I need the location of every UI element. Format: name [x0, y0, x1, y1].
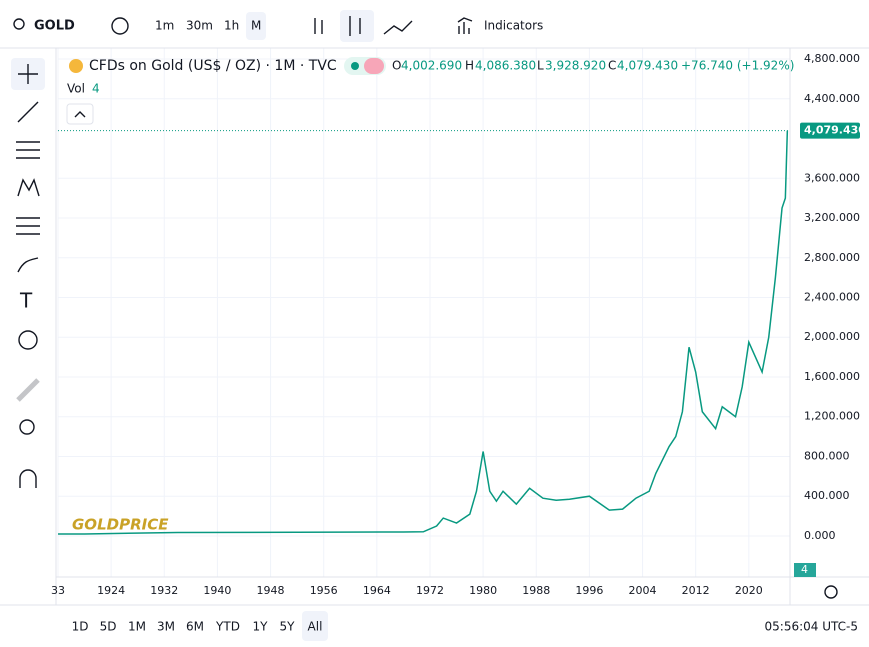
text-tool[interactable]: T	[19, 289, 33, 313]
x-tick-label: 1980	[469, 584, 497, 597]
x-tick-label: 1932	[150, 584, 178, 597]
y-tick-label: 400.000	[804, 489, 850, 502]
y-tick-label: 2,000.000	[804, 330, 860, 343]
compare-button[interactable]	[111, 17, 129, 35]
x-tick-label: 1972	[416, 584, 444, 597]
range-button[interactable]: 3M	[157, 620, 175, 634]
y-tick-label: 2,800.000	[804, 251, 860, 264]
watermark: GOLDPRICE	[72, 516, 169, 534]
brush-tool[interactable]	[17, 257, 39, 273]
last-price-label: 4,079.430	[804, 124, 866, 137]
range-button[interactable]: 5Y	[280, 620, 296, 634]
x-tick-label: 2012	[682, 584, 710, 597]
ohlc-value: 4,086.380	[475, 59, 536, 73]
ohlc-value: 4,002.690	[401, 59, 462, 73]
vol-label: Vol	[67, 82, 85, 96]
ohlc-label: C	[608, 59, 616, 73]
interval[interactable]: 30m	[186, 19, 213, 33]
interval[interactable]: M	[251, 19, 261, 33]
y-tick-label: 2,400.000	[804, 290, 860, 303]
x-tick-label: 2004	[629, 584, 657, 597]
status-badge	[364, 58, 384, 74]
ohlc-value: 3,928.920	[545, 59, 606, 73]
magnet-tool[interactable]	[19, 469, 37, 488]
legend-title: CFDs on Gold (US$ / OZ) · 1M · TVC	[89, 58, 337, 74]
pattern-tool[interactable]	[17, 178, 40, 197]
vol-badge-text: 4	[801, 563, 808, 576]
ohlc-label: O	[392, 59, 401, 73]
emoji-tool[interactable]	[18, 330, 38, 350]
x-tick-label: 1948	[257, 584, 285, 597]
zoom-tool[interactable]	[19, 419, 35, 435]
range-button[interactable]: YTD	[215, 620, 240, 634]
price-line	[58, 130, 789, 535]
interval[interactable]: 1m	[155, 19, 174, 33]
range-button[interactable]: 1D	[72, 620, 89, 634]
chart-type-active[interactable]	[340, 10, 374, 42]
y-tick-label: 800.000	[804, 449, 850, 462]
indicators-button[interactable]: Indicators	[484, 19, 543, 33]
range-button[interactable]: 1M	[128, 620, 146, 634]
chart-type-icons	[314, 16, 361, 36]
symbol[interactable]: GOLD	[34, 19, 75, 34]
x-tick-label: 2020	[735, 584, 763, 597]
range-button[interactable]: 5D	[100, 620, 117, 634]
ruler-tool[interactable]	[16, 378, 40, 402]
indicators-icon[interactable]	[457, 17, 473, 34]
x-tick-label: 1996	[575, 584, 603, 597]
interval-active	[246, 12, 266, 40]
x-tick-label: 1924	[97, 584, 125, 597]
ohlc-label: L	[537, 59, 544, 73]
y-tick-label: 4,400.000	[804, 92, 860, 105]
settings-icon[interactable]	[824, 585, 838, 599]
y-tick-label: 3,600.000	[804, 171, 860, 184]
collapse-button[interactable]	[66, 103, 94, 125]
search-icon[interactable]	[13, 18, 25, 30]
x-tick-label: 1988	[522, 584, 550, 597]
interval[interactable]: 1h	[224, 19, 239, 33]
ohlc-label: H	[465, 59, 474, 73]
y-tick-label: 1,200.000	[804, 410, 860, 423]
x-tick-label: 33	[51, 584, 65, 597]
gold-icon	[69, 59, 83, 73]
x-tick-label: 1964	[363, 584, 391, 597]
y-tick-label: 3,200.000	[804, 211, 860, 224]
status-dot	[351, 62, 359, 70]
change: +76.740 (+1.92%)	[681, 59, 794, 73]
collapse-icon	[74, 111, 86, 118]
y-tick-label: 0.000	[804, 529, 836, 542]
vol-value: 4	[92, 82, 100, 96]
last-price-tag	[800, 122, 860, 139]
range-button[interactable]: 6M	[186, 620, 204, 634]
clock: 05:56:04 UTC-5	[765, 620, 858, 634]
range-button[interactable]: All	[308, 620, 323, 634]
area-icon[interactable]	[383, 20, 413, 35]
range-active	[302, 611, 328, 641]
fib-tool[interactable]	[16, 141, 40, 159]
ohlc-value: 4,079.430	[617, 59, 678, 73]
vol-badge	[794, 563, 816, 577]
forecast-tool[interactable]	[16, 217, 40, 235]
range-button[interactable]: 1Y	[253, 620, 269, 634]
y-tick-label: 1,600.000	[804, 370, 860, 383]
x-tick-label: 1940	[203, 584, 231, 597]
y-tick-label: 4,800.000	[804, 52, 860, 65]
cursor-icon	[18, 64, 38, 84]
x-tick-label: 1956	[310, 584, 338, 597]
line-tool[interactable]	[17, 101, 39, 123]
